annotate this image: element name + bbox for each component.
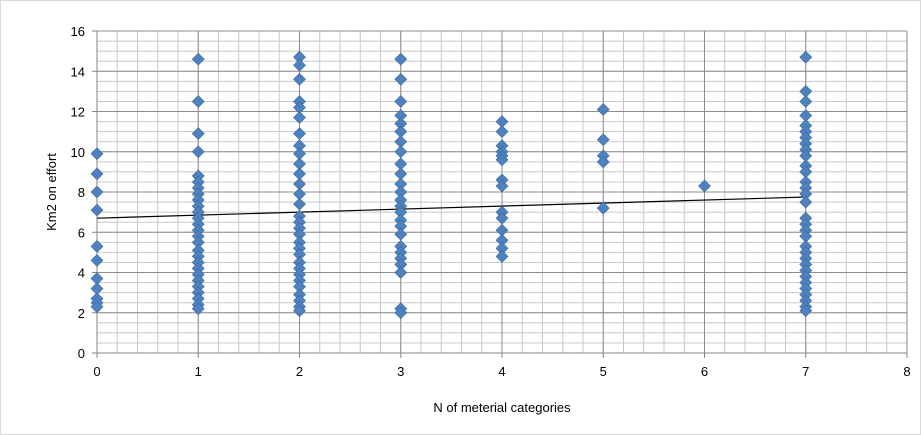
data-point bbox=[90, 147, 104, 161]
y-tick-label: 16 bbox=[71, 24, 85, 39]
data-point bbox=[90, 167, 104, 181]
data-point bbox=[90, 185, 104, 199]
data-points bbox=[90, 50, 813, 320]
x-tick-label: 4 bbox=[498, 364, 505, 379]
data-point bbox=[698, 179, 711, 193]
data-point bbox=[191, 95, 205, 108]
y-tick-label: 12 bbox=[71, 105, 85, 120]
data-point bbox=[293, 197, 306, 211]
data-point bbox=[293, 127, 306, 141]
y-tick-label: 8 bbox=[78, 185, 85, 200]
trendline-group bbox=[96, 196, 806, 219]
data-point bbox=[394, 95, 408, 108]
data-point bbox=[293, 111, 306, 124]
data-point bbox=[596, 155, 610, 169]
y-tick-label: 4 bbox=[78, 266, 85, 281]
data-point bbox=[394, 52, 408, 66]
x-tick-label: 5 bbox=[600, 364, 607, 379]
y-axis-title: Km2 on effort bbox=[44, 153, 59, 231]
data-point bbox=[596, 103, 610, 116]
x-tick-label: 1 bbox=[195, 364, 202, 379]
data-point bbox=[90, 239, 104, 253]
data-point bbox=[799, 50, 813, 64]
data-point bbox=[394, 306, 408, 320]
data-point bbox=[394, 72, 408, 86]
y-tick-label: 14 bbox=[71, 64, 85, 79]
data-point bbox=[596, 133, 610, 147]
x-tick-label: 7 bbox=[802, 364, 809, 379]
data-point bbox=[90, 300, 104, 314]
data-point bbox=[191, 145, 205, 159]
trendline bbox=[96, 196, 806, 219]
x-axis-title: N of meterial categories bbox=[433, 400, 571, 415]
data-point bbox=[394, 145, 408, 159]
data-point bbox=[293, 72, 306, 86]
data-point bbox=[191, 127, 205, 141]
x-tick-label: 6 bbox=[701, 364, 708, 379]
x-tick-label: 8 bbox=[903, 364, 910, 379]
y-tick-label: 10 bbox=[71, 145, 85, 160]
data-point bbox=[495, 153, 509, 167]
data-point bbox=[90, 254, 104, 267]
data-point bbox=[293, 304, 306, 318]
x-tick-label: 2 bbox=[296, 364, 303, 379]
data-point bbox=[495, 249, 509, 263]
data-point bbox=[799, 304, 813, 318]
data-point bbox=[90, 203, 104, 217]
data-point bbox=[495, 125, 509, 139]
data-point bbox=[799, 95, 813, 108]
data-point bbox=[394, 266, 408, 279]
y-tick-label: 6 bbox=[78, 225, 85, 240]
axes bbox=[92, 30, 908, 358]
data-point bbox=[596, 201, 610, 215]
data-point bbox=[799, 195, 813, 209]
data-point bbox=[293, 58, 306, 72]
data-point bbox=[495, 179, 509, 193]
x-tick-label: 3 bbox=[397, 364, 404, 379]
data-point bbox=[191, 52, 205, 66]
data-point bbox=[394, 227, 408, 241]
data-point bbox=[191, 302, 205, 316]
x-tick-label: 0 bbox=[93, 364, 100, 379]
y-tick-label: 0 bbox=[78, 346, 85, 361]
y-tick-label: 2 bbox=[78, 306, 85, 321]
